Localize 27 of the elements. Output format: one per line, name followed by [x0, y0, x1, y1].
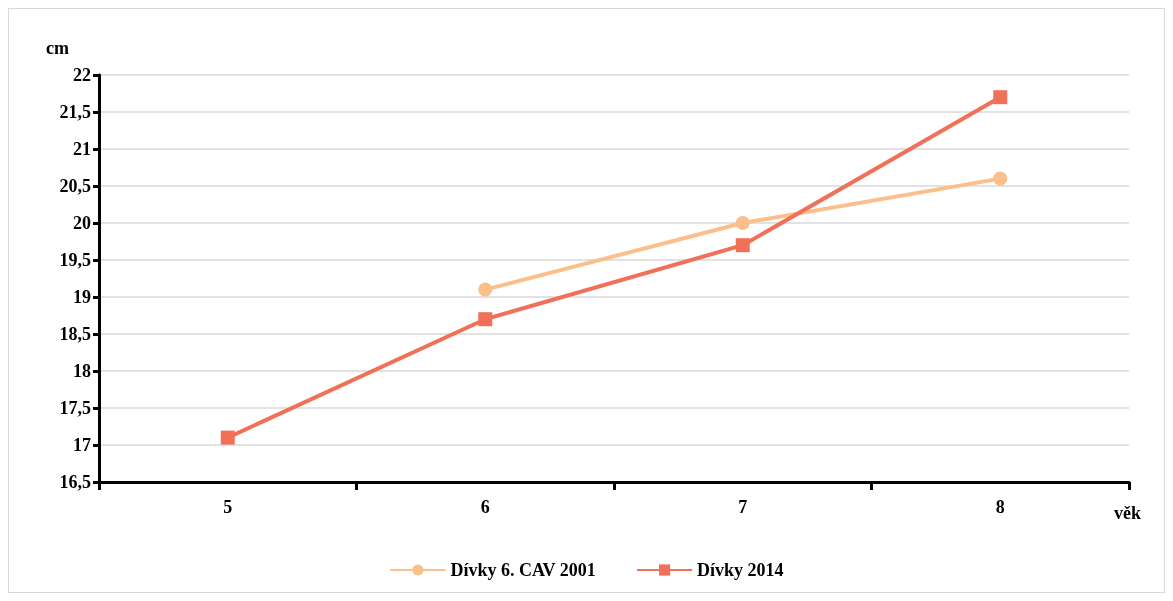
y-tick-label: 22: [73, 65, 91, 85]
y-tick-label: 20,5: [59, 176, 91, 196]
point: [478, 282, 493, 297]
y-tick-label: 20: [73, 213, 91, 233]
legend-label: Dívky 2014: [697, 560, 784, 580]
y-tick-label: 18,5: [59, 324, 91, 344]
y-tick-label: 19,5: [59, 250, 91, 270]
legend-label: Dívky 6. CAV 2001: [450, 560, 596, 580]
y-tick-label: 19: [73, 287, 91, 307]
x-tick-label: 8: [995, 497, 1005, 517]
y-tick-label: 16,5: [59, 472, 91, 492]
point: [735, 238, 750, 253]
y-tick-label: 21,5: [59, 102, 91, 122]
point: [478, 312, 493, 327]
x-tick-label: 6: [480, 497, 490, 517]
x-tick-label: 5: [223, 497, 233, 517]
y-tick-label: 18: [73, 361, 91, 381]
x-tick-label: 7: [738, 497, 748, 517]
y-axis-title: cm: [46, 38, 69, 58]
point: [220, 430, 235, 445]
y-tick-label: 21: [73, 139, 91, 159]
point: [993, 171, 1008, 186]
y-tick-label: 17: [73, 435, 91, 455]
point: [735, 216, 750, 230]
y-tick-label: 17,5: [59, 398, 91, 418]
x-axis-title: věk: [1114, 503, 1141, 523]
point: [993, 90, 1008, 105]
